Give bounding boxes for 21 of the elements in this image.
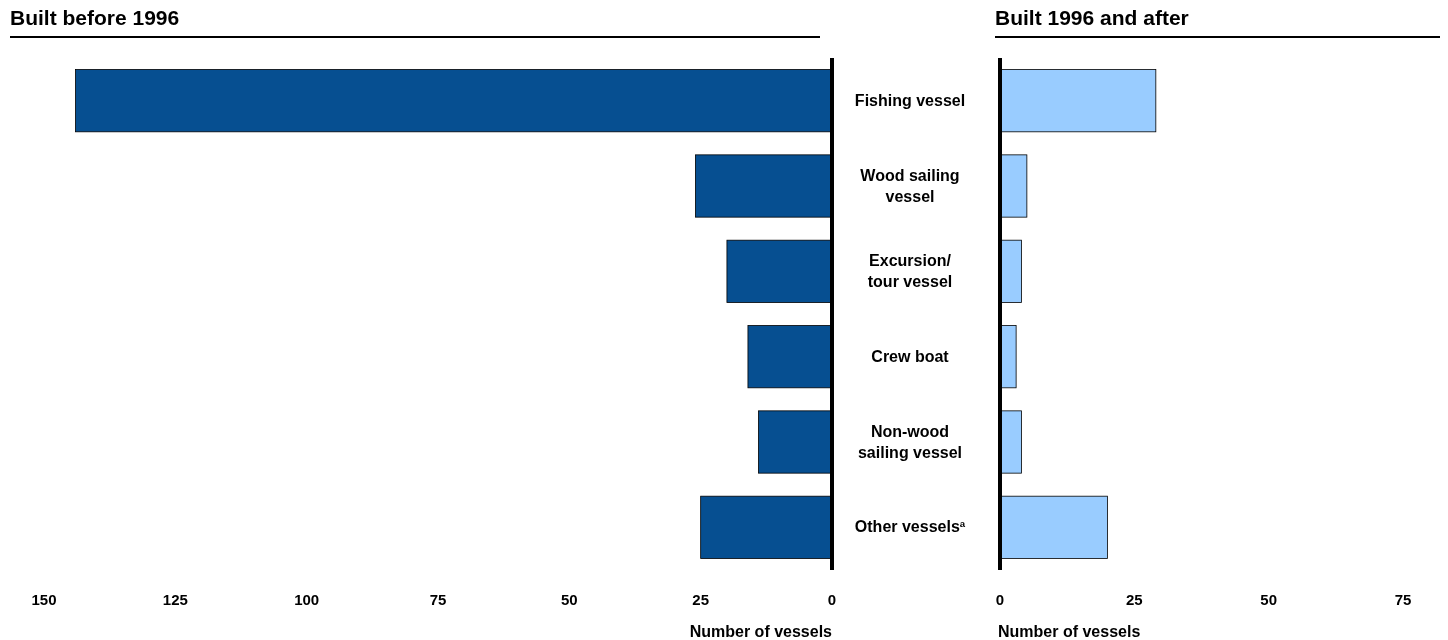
x-tick-label: 75 bbox=[429, 591, 447, 608]
x-tick-label: 75 bbox=[1394, 591, 1412, 608]
chart-title: Built before 1996 bbox=[10, 6, 180, 29]
y-tick-label: Fishing vessel bbox=[854, 91, 966, 109]
chart-title: Built 1996 and after bbox=[995, 6, 1189, 29]
x-tick-label: 150 bbox=[31, 591, 57, 608]
y-tick-label: Excursion/ tour vessel bbox=[867, 251, 953, 290]
x-axis-title: Number of vessels bbox=[689, 623, 833, 640]
x-tick-label: 100 bbox=[294, 591, 320, 608]
y-tick-label: Crew boat bbox=[871, 347, 950, 365]
x-tick-label: 50 bbox=[560, 591, 578, 608]
y-tick-label: Other vessels$^{a}$ bbox=[854, 517, 966, 536]
x-tick-label: 25 bbox=[692, 591, 710, 608]
y-tick-label: Wood sailing vessel bbox=[860, 166, 960, 205]
x-tick-label: 50 bbox=[1260, 591, 1278, 608]
y-tick-label: Non-wood sailing vessel bbox=[857, 422, 963, 461]
x-tick-label: 25 bbox=[1125, 591, 1143, 608]
x-tick-label: 0 bbox=[827, 591, 837, 608]
x-axis-title: Number of vessels bbox=[998, 623, 1141, 640]
x-tick-label: 0 bbox=[995, 591, 1005, 608]
x-tick-label: 125 bbox=[162, 591, 188, 608]
